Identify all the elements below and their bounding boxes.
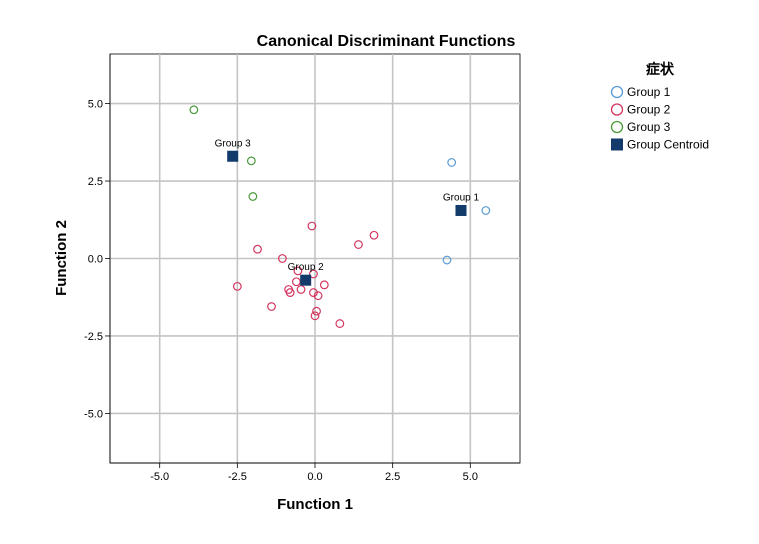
point-group-2 (313, 291, 323, 301)
legend-entry-label: Group Centroid (627, 138, 709, 152)
point-group-3 (248, 192, 258, 201)
point-group-2 (312, 306, 321, 316)
point-group-2 (232, 281, 242, 291)
legend: 症状 Group 1 Group 2 Group 3 Group Centroid (610, 61, 709, 152)
point-group-1 (481, 206, 491, 215)
y-axis-title: Function 2 (53, 220, 70, 296)
x-tick-label: -2.5 (228, 471, 247, 483)
y-tick-label: 2.5 (88, 176, 103, 188)
centroid-label: Group 3 (215, 138, 252, 149)
group-centroid-marker (227, 150, 239, 162)
point-group-2 (277, 254, 287, 263)
tick-labels: -5.0 -2.5 0.0 2.5 5.0 5.0 2.5 0.0 -2.5 -5.0 (84, 99, 478, 483)
y-tick-label: -5.0 (84, 408, 103, 420)
point-group-2 (335, 319, 345, 328)
group-centroid-marker (455, 204, 467, 216)
point-group-2 (309, 269, 318, 279)
grid-lines (110, 54, 520, 463)
legend-entry-label: Group 2 (627, 103, 671, 117)
legend-swatch (610, 120, 624, 134)
point-group-3 (189, 105, 199, 115)
legend-entry-label: Group 1 (627, 85, 671, 99)
x-tick-label: 2.5 (385, 471, 400, 483)
point-group-2 (293, 266, 303, 276)
point-group-2 (291, 277, 301, 287)
point-group-1 (442, 255, 452, 265)
x-tick-label: 5.0 (463, 471, 478, 483)
y-tick-label: 0.0 (88, 254, 103, 266)
point-group-2 (285, 288, 295, 297)
legend-entry-label: Group 3 (627, 120, 671, 134)
y-tick-label: -2.5 (84, 331, 103, 343)
axes (105, 54, 520, 468)
x-tick-label: 0.0 (307, 471, 322, 483)
legend-swatch (610, 103, 624, 116)
group-centroid-marker (300, 274, 312, 286)
centroids: Group 1 Group 2 Group 3 (215, 138, 480, 286)
legend-title: 症状 (646, 61, 675, 78)
centroid-label: Group 2 (288, 262, 325, 273)
point-group-1 (447, 158, 457, 167)
data-points (189, 105, 491, 328)
x-tick-label: -5.0 (150, 471, 169, 483)
point-group-2 (267, 302, 276, 311)
point-group-2 (307, 221, 317, 231)
point-group-2 (310, 311, 320, 321)
point-group-3 (246, 156, 256, 166)
y-tick-label: 5.0 (88, 99, 103, 111)
chart-title: Canonical Discriminant Functions (257, 33, 516, 50)
legend-swatch (610, 85, 624, 99)
point-group-2 (309, 288, 318, 297)
point-group-2 (369, 230, 379, 240)
x-axis-title: Function 1 (277, 496, 353, 513)
centroid-label: Group 1 (443, 192, 480, 203)
point-group-2 (354, 240, 363, 249)
legend-swatch (611, 138, 623, 151)
point-group-2 (319, 280, 329, 290)
point-group-2 (253, 244, 262, 254)
